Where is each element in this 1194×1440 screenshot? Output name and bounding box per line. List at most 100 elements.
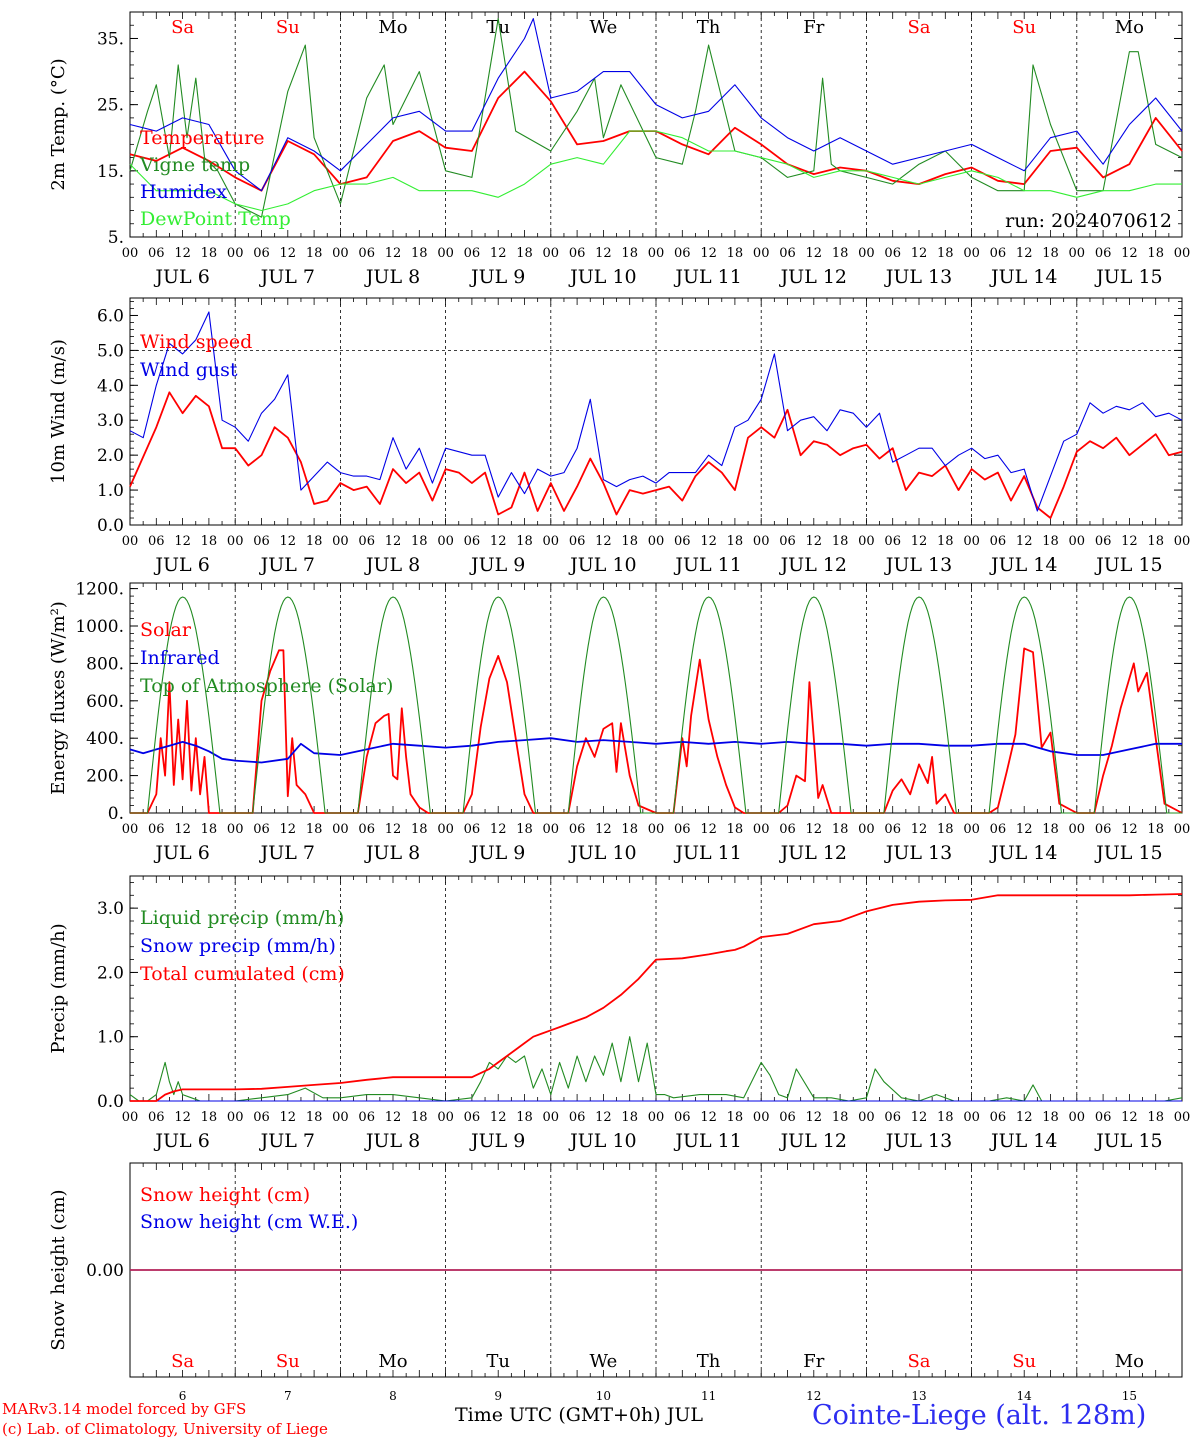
hour-label: 00: [1174, 534, 1191, 549]
hour-label: 12: [1121, 534, 1138, 549]
hour-label: 18: [516, 822, 533, 837]
hour-label: 12: [490, 534, 507, 549]
legend-entry: Vigne temp: [139, 154, 250, 176]
hour-label: 06: [569, 246, 586, 261]
hour-label: 12: [1016, 246, 1033, 261]
day-label: JUL 6: [153, 1130, 209, 1152]
hour-label: 00: [227, 534, 244, 549]
hour-label: 18: [201, 1110, 218, 1125]
hour-label: 18: [832, 1110, 849, 1125]
y-tick-label: 0.0: [97, 1092, 124, 1112]
hour-label: 06: [1095, 534, 1112, 549]
hour-label: 06: [990, 822, 1007, 837]
y-axis-label: 10m Wind (m/s): [48, 339, 69, 484]
series-line-2-1: [129, 391, 1183, 519]
day-number: 15: [1122, 1389, 1137, 1403]
day-label: JUL 8: [364, 554, 420, 576]
day-label: JUL 14: [989, 842, 1057, 864]
day-label: JUL 8: [364, 842, 420, 864]
hour-label: 18: [1147, 534, 1164, 549]
hour-label: 06: [990, 534, 1007, 549]
hour-label: 00: [122, 534, 139, 549]
weekday-label: Su: [1012, 1351, 1036, 1372]
model-credits: MARv3.14 model forced by GFS (c) Lab. of…: [2, 1399, 328, 1439]
credit-line-lab: (c) Lab. of Climatology, University of L…: [2, 1420, 328, 1438]
hour-label: 18: [411, 822, 428, 837]
hour-label: 00: [648, 1110, 665, 1125]
day-label: JUL 11: [673, 554, 741, 576]
day-label: JUL 12: [779, 554, 847, 576]
legend-entry: Snow height (cm W.E.): [140, 1211, 358, 1233]
weekday-label: Mo: [1115, 17, 1144, 38]
hour-label: 06: [148, 822, 165, 837]
day-label: JUL 11: [673, 266, 741, 288]
day-label: JUL 13: [884, 1130, 952, 1152]
hour-label: 18: [727, 1110, 744, 1125]
hour-label: 12: [595, 534, 612, 549]
hour-label: 18: [201, 534, 218, 549]
station-name: Cointe-Liege (alt. 128m): [812, 1400, 1147, 1431]
y-tick-label: 3.0: [97, 899, 124, 919]
hour-label: 18: [937, 246, 954, 261]
legend-entry: Wind speed: [140, 331, 252, 353]
legend-entry: Infrared: [140, 647, 220, 669]
y-tick-label: 1.0: [97, 481, 124, 501]
hour-label: 00: [753, 822, 770, 837]
panel-5: 0.00 Snow height (cm) Sa Su Mo Tu We Th Fr Sa Su Mo…: [48, 1162, 1183, 1403]
hour-label: 00: [122, 822, 139, 837]
hour-label: 06: [1095, 822, 1112, 837]
hour-label: 12: [385, 822, 402, 837]
hour-label: 12: [280, 534, 297, 549]
hour-label: 06: [884, 822, 901, 837]
hour-label: 00: [1069, 246, 1086, 261]
hour-label: 06: [674, 246, 691, 261]
day-label: JUL 11: [673, 842, 741, 864]
hour-label: 00: [753, 246, 770, 261]
hour-label: 00: [858, 1110, 875, 1125]
hour-label: 12: [911, 246, 928, 261]
hour-label: 12: [806, 246, 823, 261]
hour-label: 00: [332, 246, 349, 261]
hour-label: 12: [280, 1110, 297, 1125]
hour-label: 18: [306, 822, 323, 837]
day-number: 10: [596, 1389, 611, 1403]
hour-label: 18: [937, 1110, 954, 1125]
day-label: JUL 12: [779, 266, 847, 288]
y-tick-label: 5.: [108, 228, 124, 248]
day-label: JUL 13: [884, 554, 952, 576]
hour-label: 18: [621, 1110, 638, 1125]
hour-label: 12: [1016, 534, 1033, 549]
legend-entry: Top of Atmosphere (Solar): [140, 675, 393, 697]
series-line-1-4: [129, 130, 1182, 212]
series-line-4-3: [130, 893, 1183, 1102]
day-label: JUL 15: [1094, 842, 1162, 864]
hour-label: 12: [911, 1110, 928, 1125]
hour-label: 00: [1069, 822, 1086, 837]
legend-entry: Wind gust: [140, 359, 238, 381]
day-label: JUL 7: [259, 266, 315, 288]
day-label: JUL 10: [568, 554, 636, 576]
hour-label: 18: [201, 822, 218, 837]
hour-label: 12: [280, 822, 297, 837]
hour-label: 12: [1121, 822, 1138, 837]
y-tick-label: 4.0: [97, 376, 124, 396]
weekday-label: Mo: [378, 17, 407, 38]
hour-label: 18: [306, 1110, 323, 1125]
hour-label: 06: [884, 246, 901, 261]
hour-label: 06: [674, 1110, 691, 1125]
day-label: JUL 8: [364, 1130, 420, 1152]
hour-label: 00: [963, 1110, 980, 1125]
weekday-label: Sa: [171, 17, 194, 38]
hour-label: 12: [700, 822, 717, 837]
series-line-3-1: [130, 647, 1183, 814]
day-label: JUL 7: [259, 554, 315, 576]
hour-label: 00: [437, 822, 454, 837]
hour-label: 00: [332, 822, 349, 837]
y-tick-label: 25.: [97, 96, 124, 116]
legend-entry: Snow height (cm): [140, 1184, 310, 1206]
day-label: JUL 6: [153, 842, 209, 864]
day-label: JUL 13: [884, 842, 952, 864]
hour-label: 06: [253, 822, 270, 837]
day-label: JUL 8: [364, 266, 420, 288]
hour-label: 12: [174, 1110, 191, 1125]
